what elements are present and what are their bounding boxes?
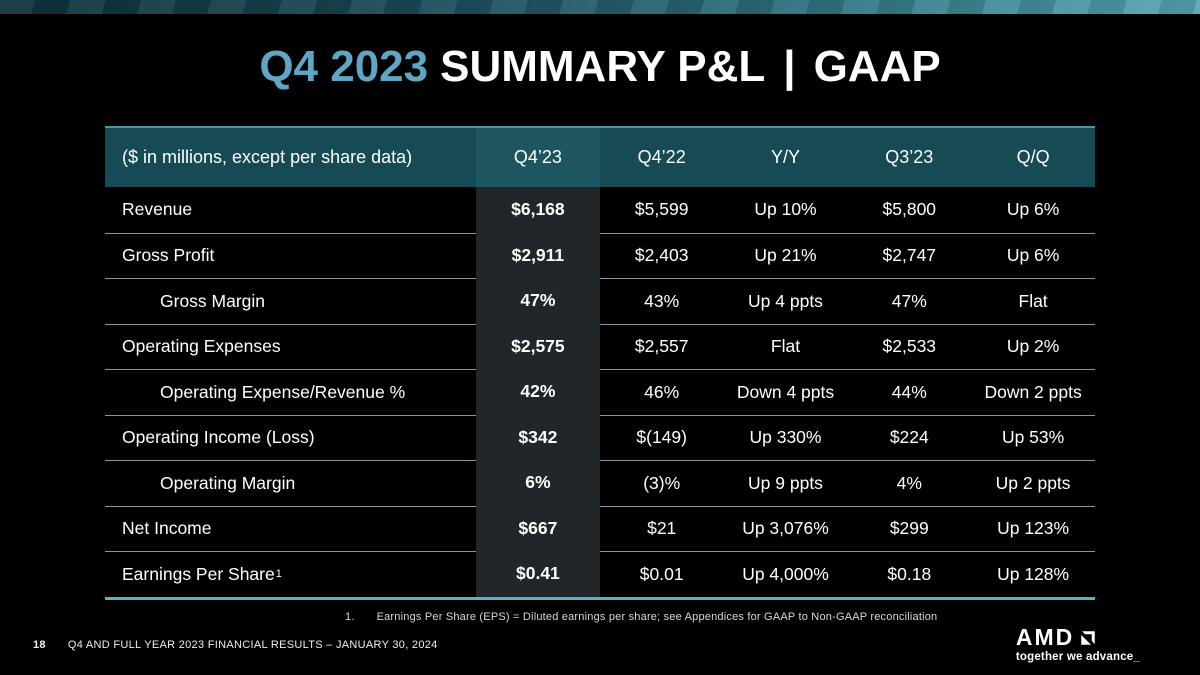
row-label: Operating Margin — [105, 460, 476, 506]
slide-title-main: SUMMARY P&L — [440, 42, 766, 91]
row-value-yy: Down 4 ppts — [723, 369, 848, 415]
row-value-q422: 46% — [599, 369, 724, 415]
row-value-q423: $6,168 — [476, 187, 600, 233]
amd-arrow-icon — [1079, 629, 1097, 647]
slide-title-suffix: GAAP — [813, 42, 941, 91]
footer-text: Q4 AND FULL YEAR 2023 FINANCIAL RESULTS … — [67, 639, 438, 651]
row-value-q323: $5,800 — [882, 199, 937, 220]
row-value-yy: Up 4,000% — [723, 551, 848, 597]
table-header-q422: Q4’22 — [637, 147, 686, 167]
top-gradient-bar — [0, 0, 1200, 14]
pl-summary-table: ($ in millions, except per share data) Q… — [105, 126, 1095, 600]
row-label: Operating Expenses — [105, 323, 476, 370]
row-value-q323: 44% — [847, 369, 972, 415]
row-value-q423: $342 — [476, 414, 600, 460]
row-label: Net Income — [105, 505, 476, 552]
row-value-yy: Up 330% — [723, 414, 848, 461]
row-value-q423: 47% — [476, 278, 600, 324]
table-row-operating-expenses: Operating Expenses $2,575 $2,557 Flat $2… — [105, 323, 1095, 370]
row-value-q323: 47% — [847, 278, 972, 324]
row-label-text: Earnings Per Share — [122, 563, 275, 584]
table-header-units: ($ in millions, except per share data) — [122, 147, 413, 167]
amd-tagline: together we advance_ — [1015, 651, 1140, 663]
amd-logo: AMD together we advance_ — [1015, 624, 1140, 664]
row-value-yy: Up 9 ppts — [723, 460, 848, 506]
row-value-qq: Down 2 ppts — [971, 369, 1095, 415]
row-value-q422: $0.01 — [599, 551, 724, 597]
row-label: Gross Margin — [105, 278, 476, 324]
row-value-q323: $2,533 — [847, 323, 972, 370]
row-value-q422: (3)% — [599, 460, 724, 506]
row-value-q323: $299 — [847, 505, 972, 552]
row-value-qq: Up 123% — [971, 505, 1095, 552]
page-number: 18 — [33, 639, 46, 651]
table-row-gross-profit: Gross Profit $2,911 $2,403 Up 21% $2,747… — [105, 232, 1095, 279]
row-label: Operating Expense/Revenue % — [105, 369, 476, 415]
table-row-net-income: Net Income $667 $21 Up 3,076% $299 Up 12… — [105, 505, 1095, 552]
row-value-q423: 6% — [476, 460, 600, 506]
row-value-qq: Up 6% — [971, 232, 1095, 279]
row-value-yy: Up 21% — [723, 232, 848, 279]
row-value-q323: 4% — [847, 460, 972, 506]
row-value-qq: Up 128% — [971, 551, 1095, 597]
table-header-q323: Q3’23 — [885, 147, 934, 167]
slide-footer: 18 Q4 AND FULL YEAR 2023 FINANCIAL RESUL… — [33, 639, 438, 651]
row-value-q423: $2,911 — [476, 232, 600, 278]
table-row-operating-margin: Operating Margin 6% (3)% Up 9 ppts 4% Up… — [105, 460, 1095, 506]
row-label: Revenue — [122, 199, 193, 220]
footnote: 1. Earnings Per Share (EPS) = Diluted ea… — [345, 611, 937, 623]
row-value-q323: $2,747 — [847, 232, 972, 279]
row-value-yy: Up 10% — [754, 199, 817, 220]
row-value-qq: Up 2 ppts — [971, 460, 1095, 506]
table-header-qq: Q/Q — [1016, 147, 1050, 167]
table-row-revenue: Revenue $6,168 $5,599 Up 10% $5,800 Up 6… — [105, 187, 1095, 233]
table-header-row: ($ in millions, except per share data) Q… — [105, 128, 1095, 187]
table-header-q423: Q4’23 — [476, 128, 600, 187]
row-value-q323: $0.18 — [847, 551, 972, 597]
slide-title-quarter: Q4 2023 — [259, 42, 429, 91]
row-value-q422: $21 — [599, 505, 724, 552]
row-value-qq: Flat — [971, 278, 1095, 324]
row-value-q423: $667 — [476, 505, 600, 551]
table-row-operating-income: Operating Income (Loss) $342 $(149) Up 3… — [105, 414, 1095, 461]
slide-title: Q4 2023 SUMMARY P&L | GAAP — [0, 42, 1200, 92]
row-value-q423: $2,575 — [476, 323, 600, 369]
amd-logo-text: AMD — [1015, 624, 1075, 650]
table-row-gross-margin: Gross Margin 47% 43% Up 4 ppts 47% Flat — [105, 278, 1095, 324]
row-value-qq: Up 6% — [1006, 199, 1060, 220]
row-value-yy: Up 3,076% — [723, 505, 848, 552]
footnote-number: 1. — [345, 611, 355, 623]
row-value-q422: $2,557 — [599, 323, 724, 370]
row-value-qq: Up 53% — [971, 414, 1095, 461]
slide-title-pipe: | — [783, 42, 796, 91]
row-label: Gross Profit — [105, 232, 476, 279]
row-value-yy: Up 4 ppts — [723, 278, 848, 324]
table-header-yy: Y/Y — [770, 147, 800, 167]
table-row-eps: Earnings Per Share 1 $0.41 $0.01 Up 4,000… — [105, 551, 1095, 597]
row-value-q422: 43% — [599, 278, 724, 324]
row-value-q423: 42% — [476, 369, 600, 415]
row-label: Operating Income (Loss) — [105, 414, 476, 461]
footnote-text: Earnings Per Share (EPS) = Diluted earni… — [376, 611, 938, 623]
row-value-q422: $(149) — [599, 414, 724, 461]
row-label: Earnings Per Share 1 — [105, 551, 476, 597]
row-value-q422: $5,599 — [634, 199, 689, 220]
row-value-qq: Up 2% — [971, 323, 1095, 370]
table-row-opex-revenue-pct: Operating Expense/Revenue % 42% 46% Down… — [105, 369, 1095, 415]
row-value-q422: $2,403 — [599, 232, 724, 279]
row-value-q423: $0.41 — [476, 551, 600, 597]
row-value-q323: $224 — [847, 414, 972, 461]
row-value-yy: Flat — [723, 323, 848, 370]
